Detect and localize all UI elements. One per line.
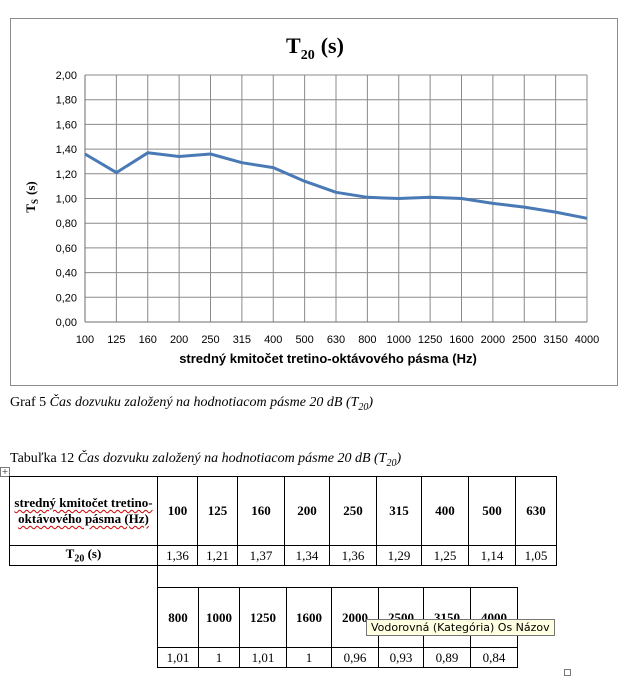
x-tick-label: 1250 (418, 334, 442, 346)
value-cell: 1,01 (239, 647, 287, 668)
y-tick-label: 0,20 (56, 292, 77, 304)
x-tick-label: 100 (76, 334, 94, 346)
value-cell: 1,21 (197, 545, 238, 566)
table-left-rule (157, 566, 158, 588)
graph-caption-prefix: Graf 5 (10, 395, 50, 410)
freq-cell: 2000 (331, 587, 379, 648)
freq-cell: 250 (329, 476, 377, 546)
value-cell: 0,93 (378, 647, 424, 668)
table-caption-end: ) (396, 451, 402, 466)
x-axis-label: stredný kmitočet tretino-oktávového pásm… (179, 351, 477, 366)
freq-cell: 4000 (470, 587, 518, 648)
x-tick-label: 3150 (543, 334, 567, 346)
x-tick-label: 400 (264, 334, 282, 346)
freq-cell: 160 (237, 476, 285, 546)
t20-row-label: T20 (s) (9, 545, 158, 566)
data-table-part1: stredný kmitočet tretino-oktávového pásm… (9, 476, 557, 566)
x-tick-label: 200 (170, 334, 188, 346)
freq-cell: 1600 (286, 587, 332, 648)
x-tick-label: 500 (295, 334, 313, 346)
freq-cell: 2500 (378, 587, 424, 648)
value-cell: 1,37 (237, 545, 285, 566)
value-cell: 1 (286, 647, 332, 668)
freq-cell: 125 (197, 476, 238, 546)
table-move-handle[interactable]: + (0, 467, 10, 477)
y-tick-label: 0,60 (56, 243, 77, 255)
y-tick-label: 0,80 (56, 218, 77, 230)
value-cell: 1 (198, 647, 240, 668)
graph-caption-sub: 20 (358, 401, 369, 413)
freq-cell: 200 (284, 476, 330, 546)
freq-cell: 1250 (239, 587, 287, 648)
value-cell: 1,36 (157, 545, 198, 566)
graph-caption: Graf 5 Čas dozvuku založený na hodnotiac… (10, 395, 373, 413)
x-tick-label: 2000 (481, 334, 505, 346)
value-cell: 1,25 (421, 545, 469, 566)
value-cell: 1,05 (515, 545, 557, 566)
value-cell: 0,89 (423, 647, 471, 668)
value-cell: 0,96 (331, 647, 379, 668)
x-tick-label: 1600 (449, 334, 473, 346)
y-tick-label: 1,40 (56, 144, 77, 156)
y-tick-label: 1,20 (56, 169, 77, 181)
value-cell: 0,84 (470, 647, 518, 668)
freq-cell: 500 (468, 476, 516, 546)
value-cell: 1,29 (376, 545, 422, 566)
freq-cell: 800 (157, 587, 199, 648)
x-tick-label: 160 (139, 334, 157, 346)
y-tick-label: 1,00 (56, 194, 77, 206)
table-caption: Tabuľka 12 Čas dozvuku založený na hodno… (10, 451, 401, 469)
line-chart: T20 (s) 0,00 0,20 0,40 0,60 0,80 1,00 1,20 1,40 1,… (23, 33, 599, 366)
y-tick-label: 1,60 (56, 119, 77, 131)
chart-title: T20 (s) (286, 33, 344, 63)
value-cell: 1,36 (329, 545, 377, 566)
value-cell: 1,01 (157, 647, 199, 668)
x-tick-label: 315 (233, 334, 251, 346)
freq-cell: 400 (421, 476, 469, 546)
y-tick-label: 0,00 (56, 317, 77, 329)
y-tick-label: 1,80 (56, 95, 77, 107)
freq-cell: 315 (376, 476, 422, 546)
y-tick-label: 2,00 (56, 70, 77, 82)
x-tick-label: 1000 (387, 334, 411, 346)
axis-title-tooltip: Vodorovná (Kategória) Os Názov (366, 619, 555, 636)
x-tick-label: 4000 (575, 334, 599, 346)
table-caption-text: Čas dozvuku založený na hodnotiacom pásm… (77, 451, 387, 466)
freq-cell: 3150 (423, 587, 471, 648)
x-tick-label: 125 (107, 334, 125, 346)
freq-cell: 630 (515, 476, 557, 546)
x-tick-label: 250 (201, 334, 219, 346)
value-cell: 1,14 (468, 545, 516, 566)
x-tick-label: 630 (327, 334, 345, 346)
table-header-label: stredný kmitočet tretino-oktávového pásm… (9, 476, 158, 546)
x-tick-label: 800 (358, 334, 376, 346)
graph-caption-end: ) (368, 395, 374, 410)
table-caption-prefix: Tabuľka 12 (10, 451, 78, 466)
freq-cell: 100 (157, 476, 198, 546)
y-axis-label: TS(s) (23, 181, 40, 212)
resize-handle[interactable] (564, 669, 571, 676)
freq-cell: 1000 (198, 587, 240, 648)
chart-area[interactable]: T20 (s) 0,00 0,20 0,40 0,60 0,80 1,00 1,20 1,40 1,… (10, 18, 618, 386)
graph-caption-text: Čas dozvuku založený na hodnotiacom pásm… (49, 395, 359, 410)
x-tick-label: 2500 (512, 334, 536, 346)
table-caption-sub: 20 (386, 457, 397, 469)
y-tick-label: 0,40 (56, 268, 77, 280)
value-cell: 1,34 (284, 545, 330, 566)
